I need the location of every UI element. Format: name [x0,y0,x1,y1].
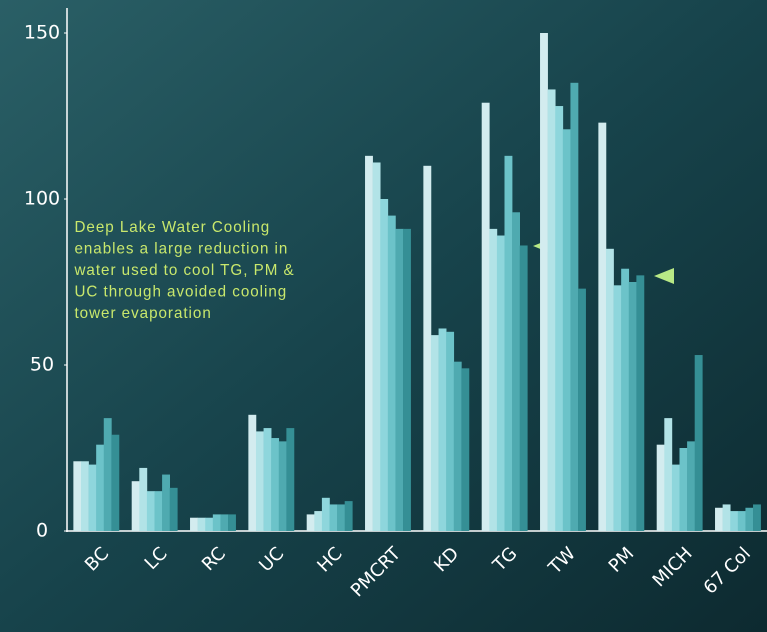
bar [423,165,432,532]
bar [722,504,731,531]
bar [540,33,548,531]
bar [570,82,579,532]
bar [197,517,206,531]
bar [395,228,404,531]
bar [578,288,586,531]
annotation: enables a large reduction in [74,240,288,257]
bar [263,428,272,531]
bar [380,199,389,531]
bar [365,155,373,531]
bar [446,331,455,531]
bar [103,418,112,531]
bar [337,504,345,531]
bar [212,514,221,531]
annotation: Deep Lake Water Cooling [74,219,270,236]
bar [403,228,411,531]
bar [329,504,338,531]
bar [730,511,739,531]
bar [438,328,447,531]
bar [737,511,746,531]
bar [154,491,163,531]
bar [664,418,673,531]
bar [453,361,462,531]
bar [387,215,396,531]
bar [481,102,490,531]
bar [139,467,148,531]
bar [88,464,97,531]
y-tick-label: 100 [24,188,60,210]
bar [286,428,295,531]
y-tick-label: 50 [30,354,54,376]
bar [461,368,470,531]
bar [190,517,198,531]
bar [613,285,622,531]
bar [628,282,637,531]
bar [679,448,688,531]
bar [656,444,665,531]
bar [694,355,703,531]
y-tick-label: 0 [36,520,48,542]
annotation: UC through avoided cooling [74,283,287,300]
bar [248,414,257,531]
bar [306,514,315,531]
bar [687,441,695,531]
bar [555,106,564,531]
bar [321,497,330,531]
bar [547,89,556,531]
bar [598,122,607,531]
bar [162,474,170,531]
bar [496,235,505,531]
annotation: water used to cool TG, PM & [73,262,294,279]
bar [228,514,236,531]
bar [96,444,105,531]
bar [512,212,520,531]
bar [131,481,140,531]
bar [80,461,89,531]
bar [344,501,353,531]
bar [489,228,498,531]
bar [372,162,381,532]
bar [636,275,645,531]
bar [220,514,229,531]
annotation: tower evaporation [74,305,211,322]
bar [271,438,280,531]
bar [430,335,439,531]
bar [605,248,614,532]
annotation-arrow [654,268,674,284]
y-tick-label: 150 [24,22,60,44]
bar [169,487,178,531]
bar [504,155,513,531]
bar [671,464,680,531]
bar [519,245,528,532]
bar [562,129,571,531]
bar [255,431,264,531]
bar [314,511,323,531]
bar [745,507,754,531]
bar [753,504,761,531]
bar [111,434,120,531]
bar [715,507,723,531]
bar [146,491,155,531]
bar [278,441,287,531]
bar [205,517,214,531]
bar [621,268,630,531]
bar [73,461,82,531]
